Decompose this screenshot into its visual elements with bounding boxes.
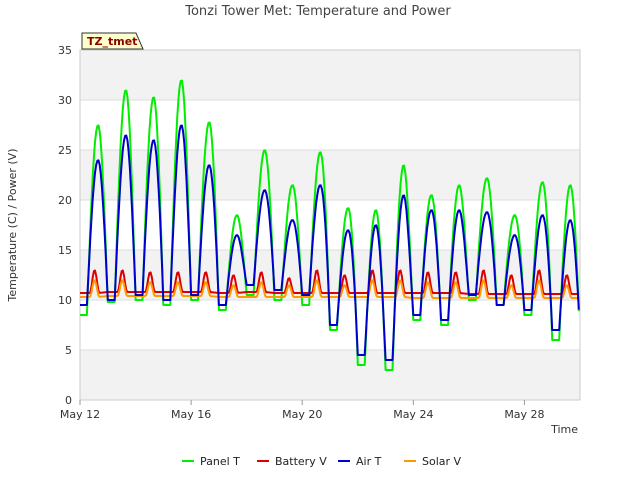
legend-item: Panel T: [182, 455, 240, 468]
x-axis-ticks: May 12 May 16 May 20 May 24 May 28: [60, 400, 545, 421]
background-bands: [80, 50, 580, 400]
y-tick-label: 20: [58, 194, 72, 207]
y-tick-label: 5: [65, 344, 72, 357]
legend-item: Battery V: [257, 455, 327, 468]
y-axis-ticks: 0 5 10 15 20 25 30 35: [58, 44, 72, 407]
x-tick-label: May 16: [171, 408, 211, 421]
x-tick-label: May 12: [60, 408, 100, 421]
y-axis-label: Temperature (C) / Power (V): [6, 148, 19, 302]
legend-label: Battery V: [275, 455, 327, 468]
series-lines: [80, 79, 580, 371]
badge-background: [81, 32, 144, 50]
x-tick-label: May 28: [504, 408, 544, 421]
legend-item: Solar V: [404, 455, 462, 468]
legend-label: Panel T: [200, 455, 240, 468]
x-tick-label: May 24: [393, 408, 433, 421]
x-axis-label: Time: [550, 423, 578, 436]
grid-band: [80, 50, 580, 100]
series-line-panel-t: [80, 79, 580, 371]
x-tick-label: May 20: [282, 408, 322, 421]
grid-band: [80, 150, 580, 200]
y-tick-label: 25: [58, 144, 72, 157]
legend-label: Air T: [356, 455, 382, 468]
legend-label: Solar V: [422, 455, 462, 468]
y-tick-label: 35: [58, 44, 72, 57]
series-line-air-t: [80, 124, 580, 361]
plot-frame: [79, 49, 581, 401]
y-tick-label: 15: [58, 244, 72, 257]
y-tick-label: 30: [58, 94, 72, 107]
legend: Panel T Battery V Air T Solar V: [182, 455, 462, 468]
station-badge: TZ_tmet: [81, 32, 144, 50]
y-tick-label: 0: [65, 394, 72, 407]
y-tick-label: 10: [58, 294, 72, 307]
badge-label: TZ_tmet: [87, 35, 137, 48]
chart-title: Tonzi Tower Met: Temperature and Power: [184, 4, 451, 19]
grid-band: [80, 350, 580, 400]
legend-item: Air T: [338, 455, 382, 468]
